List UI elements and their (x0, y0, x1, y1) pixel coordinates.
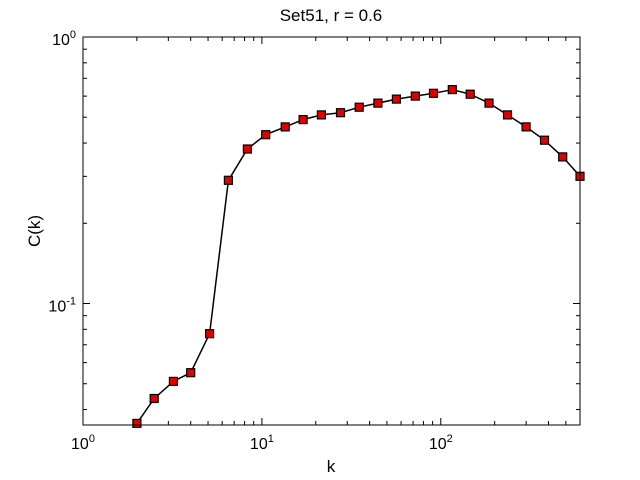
data-point (502, 110, 513, 120)
data-point (539, 135, 550, 145)
axis-ticks (82, 36, 581, 425)
tick-labels: 100 101 102 10-1 100 (48, 29, 452, 453)
data-point (261, 130, 271, 140)
data-point (465, 89, 475, 99)
data-point (280, 122, 290, 132)
data-point (410, 91, 420, 101)
x-tick-label: 100 (71, 433, 95, 453)
plot-background (83, 37, 580, 425)
x-axis-label: k (327, 457, 336, 476)
data-point (335, 108, 346, 118)
data-point (428, 88, 439, 98)
data-point (558, 152, 568, 162)
plot-frame (82, 36, 581, 426)
data-point (298, 114, 308, 125)
x-tick-label: 102 (429, 433, 453, 453)
data-point (205, 329, 215, 339)
data-point (484, 98, 494, 108)
y-tick-label: 100 (52, 29, 76, 49)
data-point (521, 122, 531, 132)
data-point (168, 376, 178, 386)
series-markers (132, 84, 585, 428)
data-point (242, 144, 252, 154)
data-point (132, 418, 142, 428)
chart-title: Set51, r = 0.6 (280, 6, 383, 25)
data-point (373, 98, 383, 108)
y-axis-label: C(k) (25, 215, 44, 247)
data-point (354, 102, 364, 112)
data-point (149, 393, 159, 404)
data-point (316, 110, 326, 120)
data-point (447, 84, 457, 95)
data-point (391, 94, 401, 104)
y-tick-label: 10-1 (48, 295, 76, 315)
data-point (186, 368, 196, 378)
x-tick-label: 101 (250, 433, 274, 453)
data-point (223, 175, 233, 185)
